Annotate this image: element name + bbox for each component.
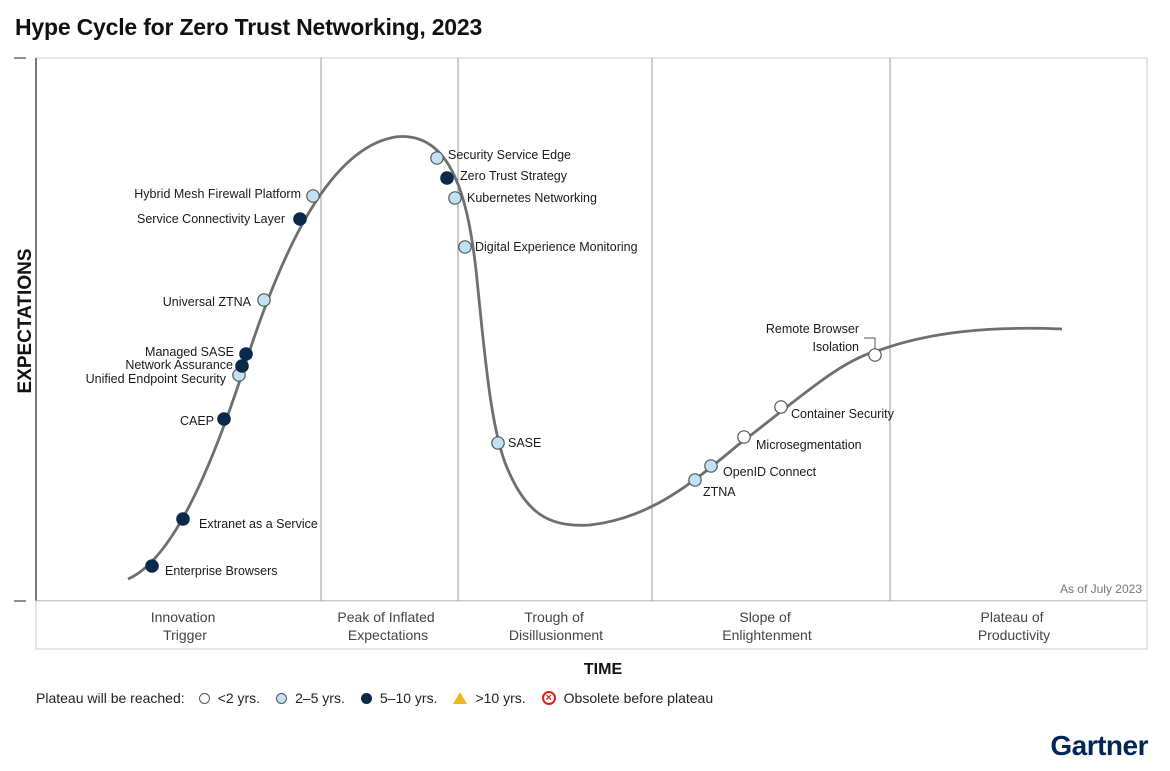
legend-label: 2–5 yrs. (295, 690, 345, 706)
label-container-security: Container Security (791, 407, 895, 421)
phase-label-trough: Trough of Disillusionment (509, 609, 603, 643)
legend-marker-navy-circle (360, 692, 372, 704)
legend-marker-light-blue-circle (276, 692, 288, 704)
phase-label-slope: Slope of Enlightenment (722, 609, 812, 643)
label-openid-connect: OpenID Connect (723, 465, 817, 479)
phase-line: Productivity (978, 627, 1050, 643)
legend-item-5to10: 5–10 yrs. (360, 690, 438, 706)
leader-line-remote-browser-isolation (864, 337, 876, 349)
label-universal-ztna: Universal ZTNA (163, 295, 252, 309)
legend-item-2to5: 2–5 yrs. (276, 690, 345, 706)
legend-lead: Plateau will be reached: (36, 690, 185, 706)
legend: Plateau will be reached: <2 yrs. 2–5 yrs… (36, 690, 729, 706)
phase-line: Plateau of (981, 609, 1044, 625)
marker-zero-trust-strategy (440, 171, 454, 185)
marker-container-security (774, 400, 788, 414)
hype-curve (127, 135, 1063, 581)
marker-enterprise-browsers (145, 559, 159, 573)
legend-item-obsolete: × Obsolete before plateau (541, 690, 714, 706)
marker-remote-browser-isolation (868, 348, 882, 362)
gartner-logo: Gartner (1050, 730, 1148, 761)
label-unified-endpoint-security: Unified Endpoint Security (86, 372, 227, 386)
label-zero-trust-strategy: Zero Trust Strategy (460, 169, 568, 183)
phase-label-innovation: Innovation Trigger (151, 609, 220, 643)
hype-cycle-chart: As of July 2023 EXPECTATIONS TIME Innova… (14, 57, 1148, 678)
label-extranet-as-a-service: Extranet as a Service (199, 517, 318, 531)
marker-universal-ztna (257, 293, 271, 307)
label-service-connectivity-layer: Service Connectivity Layer (137, 212, 285, 226)
phase-line: Peak of Inflated (337, 609, 434, 625)
marker-digital-experience-monitoring (458, 240, 472, 254)
marker-service-connectivity-layer (293, 212, 307, 226)
phase-label-peak: Peak of Inflated Expectations (337, 609, 438, 643)
label-enterprise-browsers: Enterprise Browsers (165, 564, 278, 578)
legend-label: Obsolete before plateau (563, 690, 714, 706)
label-kubernetes-networking: Kubernetes Networking (467, 191, 597, 205)
chart-title: Hype Cycle for Zero Trust Networking, 20… (15, 14, 483, 40)
phase-line: Disillusionment (509, 627, 603, 643)
x-axis-label: TIME (584, 661, 623, 678)
label-sase: SASE (508, 436, 541, 450)
label-security-service-edge: Security Service Edge (448, 148, 571, 162)
marker-hybrid-mesh-firewall-platform (306, 189, 320, 203)
legend-label: <2 yrs. (217, 690, 261, 706)
legend-marker-triangle-icon (453, 692, 468, 704)
legend-item-lt2: <2 yrs. (198, 690, 261, 706)
marker-managed-sase (239, 347, 253, 361)
legend-label: 5–10 yrs. (379, 690, 438, 706)
label-microsegmentation: Microsegmentation (756, 438, 862, 452)
phase-line: Expectations (348, 627, 428, 643)
phase-line: Slope of (739, 609, 790, 625)
phase-line: Innovation (151, 609, 216, 625)
phase-line: Trough of (524, 609, 584, 625)
legend-marker-white-circle (198, 692, 210, 704)
label-caep: CAEP (180, 414, 214, 428)
legend-label: >10 yrs. (475, 690, 526, 706)
label-digital-experience-monitoring: Digital Experience Monitoring (475, 240, 638, 254)
marker-extranet-as-a-service (176, 512, 190, 526)
phase-label-plateau: Plateau of Productivity (978, 609, 1050, 643)
y-axis-label: EXPECTATIONS (15, 249, 36, 394)
marker-security-service-edge (430, 151, 444, 165)
label-managed-sase: Managed SASE (145, 345, 234, 359)
phase-band (35, 600, 1148, 650)
marker-microsegmentation (737, 430, 751, 444)
label-ztna: ZTNA (703, 485, 736, 499)
phase-line: Trigger (163, 627, 207, 643)
marker-caep (217, 412, 231, 426)
label-hybrid-mesh-firewall-platform: Hybrid Mesh Firewall Platform (134, 187, 301, 201)
legend-item-gt10: >10 yrs. (453, 690, 526, 706)
marker-sase (491, 436, 505, 450)
obsolete-x-icon: × (541, 691, 556, 705)
points-layer: Enterprise Browsers Extranet as a Service… (86, 148, 895, 578)
label-remote-browser-isolation: Remote Browser Isolation (766, 322, 859, 354)
phase-line: Enlightenment (722, 627, 812, 643)
marker-network-assurance (235, 359, 249, 373)
marker-openid-connect (704, 459, 718, 473)
as-of-annotation: As of July 2023 (1060, 582, 1142, 596)
label-network-assurance: Network Assurance (125, 358, 233, 372)
marker-ztna (688, 473, 702, 487)
marker-kubernetes-networking (448, 191, 462, 205)
